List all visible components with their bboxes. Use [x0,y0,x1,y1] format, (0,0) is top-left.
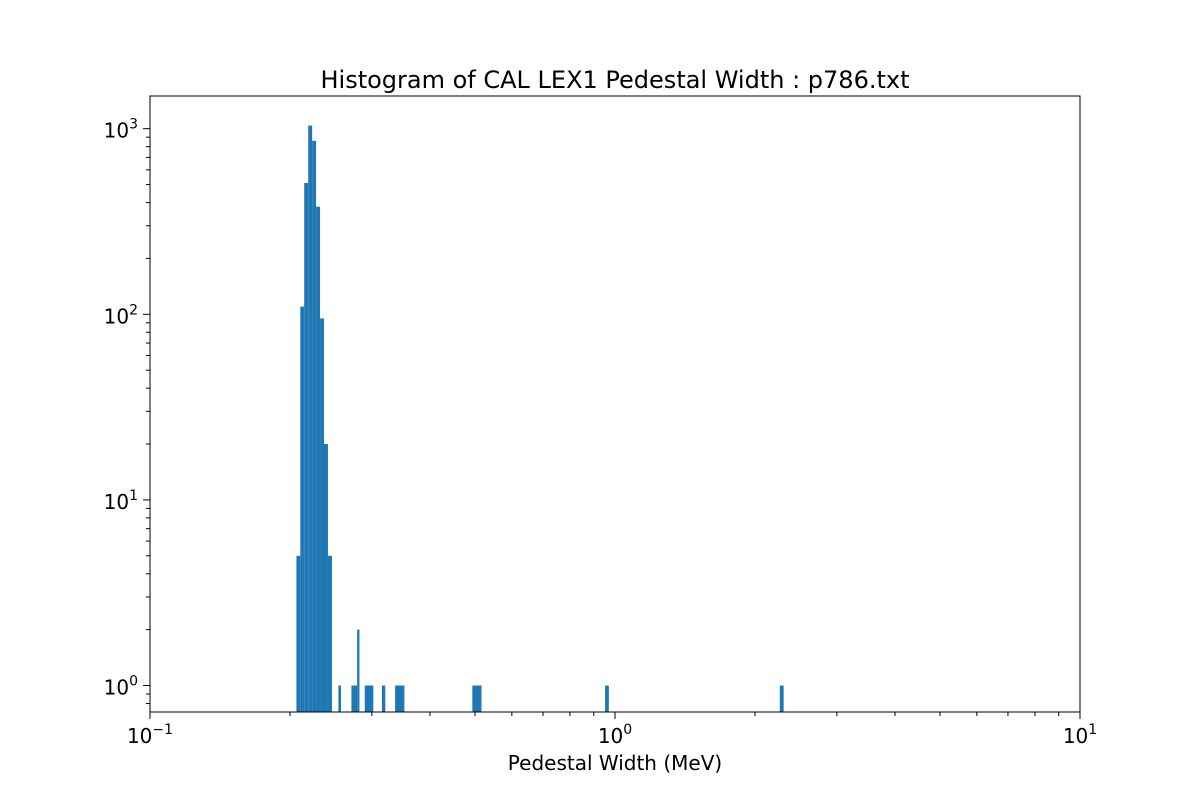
x-tick-exponent: −1 [152,722,173,738]
histogram-bar [300,306,305,712]
histogram-bar [351,685,358,712]
y-tick-base: 10 [104,304,129,328]
histogram-bar [324,444,328,712]
histogram-bar [605,685,609,712]
x-tick-base: 10 [127,724,152,748]
y-tick-exponent: 3 [129,117,138,133]
histogram-bar [304,182,309,712]
y-tick-base: 10 [104,490,129,514]
histogram-bar [779,685,784,712]
histogram-bar [296,555,301,712]
histogram-bar [320,318,325,712]
histogram-bar [381,685,386,712]
histogram-bar [338,685,342,712]
y-tick-label: 102 [104,302,138,328]
y-tick-exponent: 2 [129,302,138,318]
y-tick-exponent: 1 [129,488,138,504]
x-axis-label: Pedestal Width (MeV) [508,751,722,775]
x-tick-label: 101 [1063,722,1097,748]
histogram-bar [472,685,482,712]
histogram-bar [308,125,313,712]
y-tick-label: 100 [104,674,138,700]
histogram-bar [364,685,374,712]
histogram-bar [395,685,405,712]
x-axis-ticks: 10−1 100 101 [127,712,1097,748]
chart-title: Histogram of CAL LEX1 Pedestal Width : p… [320,66,909,94]
x-tick-label: 10−1 [127,722,173,748]
y-tick-base: 10 [104,119,129,143]
x-tick-base: 10 [598,724,623,748]
histogram-bars [296,125,784,713]
y-tick-base: 10 [104,676,129,700]
histogram-bar [312,140,317,713]
x-tick-base: 10 [1063,724,1088,748]
histogram-bar [357,629,360,712]
y-tick-label: 101 [104,488,138,514]
histogram-bar [327,555,332,712]
y-tick-exponent: 0 [129,674,138,690]
x-tick-label: 100 [598,722,632,748]
x-tick-exponent: 0 [623,722,632,738]
x-tick-exponent: 1 [1088,722,1097,738]
y-tick-label: 103 [104,117,138,143]
histogram-bar [316,206,321,713]
